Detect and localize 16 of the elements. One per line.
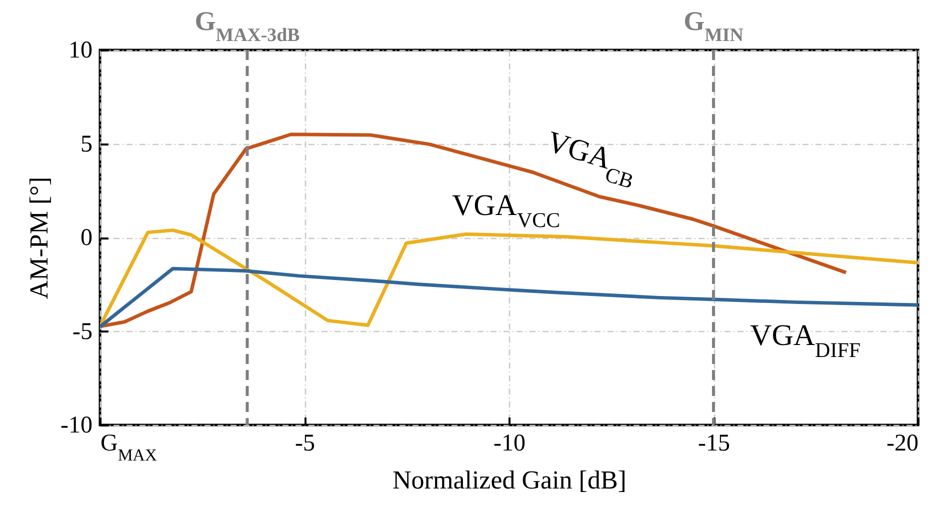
y-tick-label: -5 (72, 318, 92, 345)
y-tick-label: 5 (80, 131, 92, 158)
y-tick-label: -10 (60, 412, 92, 438)
ref-line-label: G$_{MIN}$ (684, 6, 744, 46)
x-tick-label: G$_{MAX}$ (100, 430, 158, 464)
y-axis-title: AM-PM [°] (24, 176, 54, 300)
x-tick-label: -5 (295, 430, 315, 456)
x-tick-label: -20 (886, 430, 918, 456)
x-tick-label: -15 (698, 430, 730, 456)
y-tick-label: 0 (80, 225, 92, 251)
y-tick-label: 10 (68, 38, 92, 64)
series-label: VGA$_{VCC}$ (452, 189, 560, 232)
x-tick-label: -10 (494, 430, 526, 456)
ref-line-label: G$_{MAX-3dB}$ (194, 6, 300, 46)
series-label: VGA$_{DIFF}$ (750, 319, 861, 362)
x-axis-title: Normalized Gain [dB] (392, 466, 626, 494)
